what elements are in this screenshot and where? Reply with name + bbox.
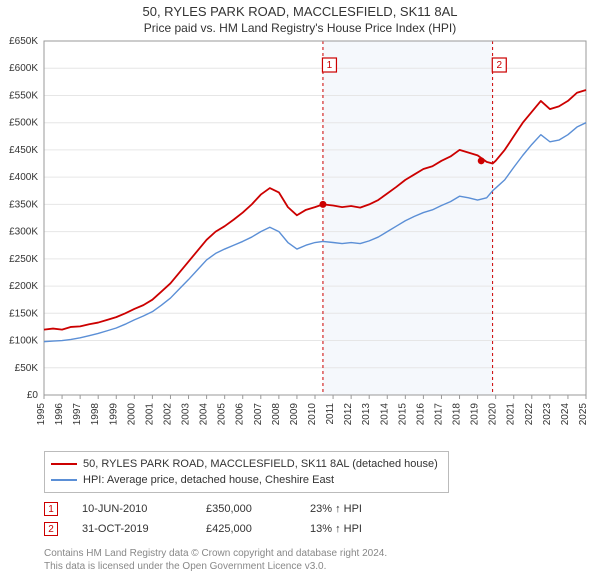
shade-band <box>323 41 493 395</box>
transactions-list: 1 10-JUN-2010 £350,000 23% ↑ HPI 2 31-OCT-201… <box>44 499 600 539</box>
y-tick-label: £350K <box>9 199 38 210</box>
x-tick-label: 2015 <box>397 403 408 426</box>
y-tick-label: £500K <box>9 118 38 129</box>
x-tick-label: 1996 <box>54 403 65 426</box>
x-tick-label: 2016 <box>415 403 426 426</box>
y-tick-label: £100K <box>9 336 38 347</box>
x-tick-label: 2025 <box>578 403 589 426</box>
legend-swatch <box>51 479 77 481</box>
transaction-row: 1 10-JUN-2010 £350,000 23% ↑ HPI <box>44 499 600 519</box>
x-tick-label: 2022 <box>524 403 535 426</box>
x-tick-label: 2004 <box>199 403 210 426</box>
y-tick-label: £450K <box>9 145 38 156</box>
y-tick-label: £600K <box>9 63 38 74</box>
transaction-dot <box>319 201 326 208</box>
x-tick-label: 1997 <box>72 403 83 426</box>
x-tick-label: 1998 <box>90 403 101 426</box>
y-tick-label: £50K <box>15 363 39 374</box>
y-tick-label: £150K <box>9 308 38 319</box>
marker-label: 2 <box>496 60 502 71</box>
chart-titles: 50, RYLES PARK ROAD, MACCLESFIELD, SK11 … <box>0 0 600 35</box>
legend-item: HPI: Average price, detached house, Ches… <box>51 472 438 488</box>
x-tick-label: 2011 <box>325 403 336 425</box>
x-tick-label: 2019 <box>470 403 481 426</box>
x-tick-label: 2005 <box>217 403 228 426</box>
x-tick-label: 1995 <box>36 403 47 426</box>
x-tick-label: 2018 <box>452 403 463 426</box>
transaction-badge: 2 <box>44 522 58 536</box>
transaction-price: £350,000 <box>206 503 286 515</box>
grid <box>44 41 586 395</box>
legend: 50, RYLES PARK ROAD, MACCLESFIELD, SK11 … <box>44 451 449 493</box>
transaction-badge: 1 <box>44 502 58 516</box>
x-tick-label: 2013 <box>361 403 372 426</box>
x-tick-label: 2012 <box>343 403 354 426</box>
x-tick-label: 2020 <box>488 403 499 426</box>
transaction-price: £425,000 <box>206 523 286 535</box>
x-tick-label: 2014 <box>379 403 390 426</box>
transaction-date: 31-OCT-2019 <box>82 523 182 535</box>
y-tick-label: £200K <box>9 281 38 292</box>
copyright-line1: Contains HM Land Registry data © Crown c… <box>44 547 600 560</box>
title-address: 50, RYLES PARK ROAD, MACCLESFIELD, SK11 … <box>0 4 600 19</box>
series-hpi <box>44 123 586 342</box>
line-chart: £0 £50K £100K £150K £200K £250K £300K £350K £400… <box>0 35 600 445</box>
x-tick-label: 2010 <box>307 403 318 426</box>
x-tick-label: 2006 <box>235 403 246 426</box>
y-tick-label: £550K <box>9 90 38 101</box>
chart-area: £0 £50K £100K £150K £200K £250K £300K £350K £400… <box>0 35 600 445</box>
transaction-date: 10-JUN-2010 <box>82 503 182 515</box>
y-tick-label: £0 <box>27 390 39 401</box>
x-tick-label: 2001 <box>144 403 155 426</box>
x-tick-label: 2008 <box>271 403 282 426</box>
x-tick-label: 1999 <box>108 403 119 426</box>
y-tick-label: £250K <box>9 254 38 265</box>
plot-border <box>44 41 586 395</box>
legend-label: HPI: Average price, detached house, Ches… <box>83 474 334 486</box>
x-tick-label: 2003 <box>181 403 192 426</box>
x-tick-label: 2017 <box>433 403 444 426</box>
legend-swatch <box>51 463 77 465</box>
x-tick-label: 2023 <box>542 403 553 426</box>
series-price_paid <box>44 90 586 330</box>
marker-label: 1 <box>327 60 333 71</box>
transaction-row: 2 31-OCT-2019 £425,000 13% ↑ HPI <box>44 519 600 539</box>
y-tick-label: £400K <box>9 172 38 183</box>
x-tick-label: 2024 <box>560 403 571 426</box>
x-tick-label: 2002 <box>162 403 173 426</box>
x-tick-label: 2021 <box>506 403 517 426</box>
transaction-diff: 23% ↑ HPI <box>310 503 362 515</box>
legend-label: 50, RYLES PARK ROAD, MACCLESFIELD, SK11 … <box>83 458 438 470</box>
x-tick-label: 2007 <box>253 403 264 426</box>
y-tick-label: £300K <box>9 227 38 238</box>
y-tick-label: £650K <box>9 36 38 47</box>
x-tick-label: 2000 <box>126 403 137 426</box>
copyright-notice: Contains HM Land Registry data © Crown c… <box>44 547 600 573</box>
x-tick-label: 2009 <box>289 403 300 426</box>
copyright-line2: This data is licensed under the Open Gov… <box>44 560 600 573</box>
transaction-dot <box>478 157 485 164</box>
legend-item: 50, RYLES PARK ROAD, MACCLESFIELD, SK11 … <box>51 456 438 472</box>
transaction-diff: 13% ↑ HPI <box>310 523 362 535</box>
title-subtitle: Price paid vs. HM Land Registry's House … <box>0 21 600 35</box>
